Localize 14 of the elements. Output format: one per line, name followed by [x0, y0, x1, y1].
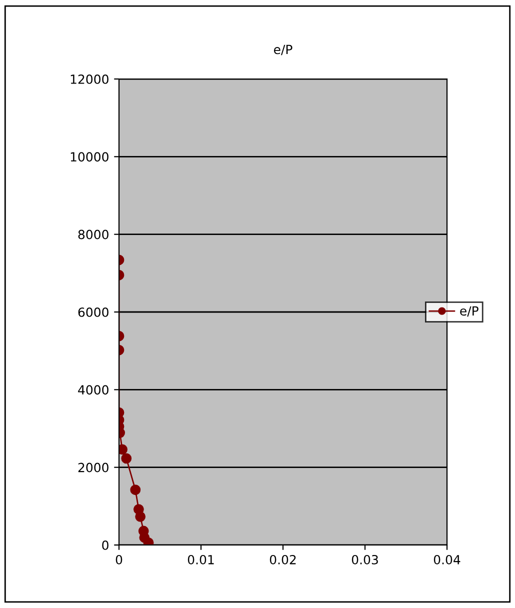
y-tick-label: 4000: [78, 385, 108, 395]
y-tick-label: 2000: [78, 462, 108, 472]
chart-title: e/P: [274, 44, 292, 56]
x-tick-label: 0: [116, 554, 122, 564]
y-tick-label: 8000: [78, 230, 108, 240]
legend-label: e/P: [460, 306, 478, 317]
x-tick-label: 0.03: [352, 554, 378, 564]
x-tick-label: 0.02: [270, 554, 296, 564]
y-tick-label: 6000: [78, 307, 108, 317]
x-tick-label: 0.04: [434, 554, 460, 564]
y-tick-label: 0: [102, 540, 108, 550]
y-tick-label: 12000: [70, 74, 108, 84]
y-tick-label: 10000: [70, 152, 108, 162]
x-tick-label: 0.01: [188, 554, 214, 564]
